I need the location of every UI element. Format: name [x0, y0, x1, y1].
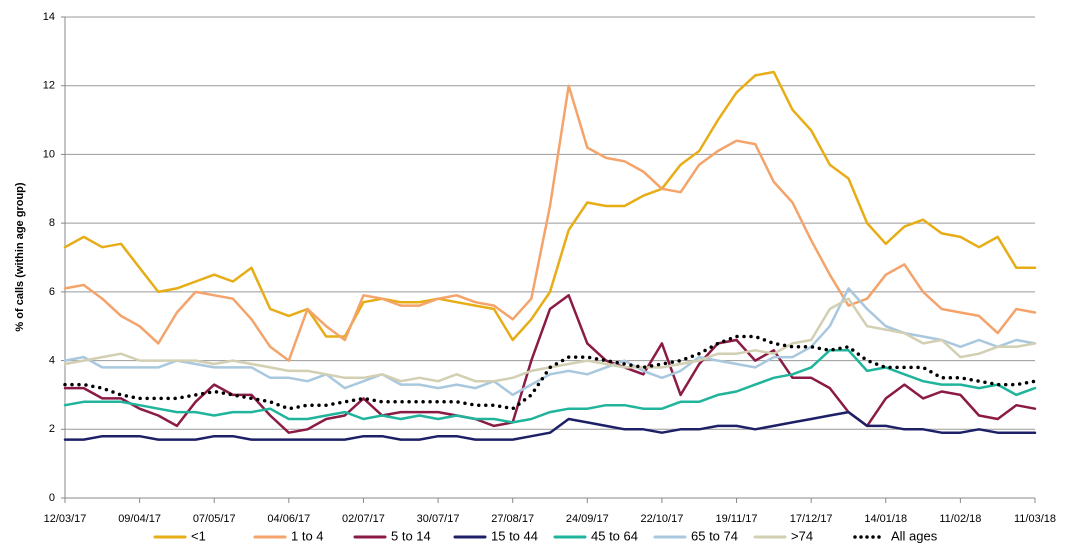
legend-label: 15 to 44 — [491, 528, 538, 543]
y-tick-label: 0 — [49, 492, 55, 504]
x-tick-label: 14/01/18 — [864, 513, 907, 525]
series-line — [63, 334, 1037, 411]
x-tick-label: 24/09/17 — [566, 513, 609, 525]
y-tick-label: 10 — [43, 148, 55, 160]
x-tick-label: 09/04/17 — [118, 513, 161, 525]
legend-label: 1 to 4 — [291, 528, 324, 543]
y-tick-label: 4 — [49, 354, 55, 366]
y-tick-label: 8 — [49, 217, 55, 229]
legend-label: 5 to 14 — [391, 528, 431, 543]
series-line — [63, 349, 1037, 424]
series-line — [63, 70, 1037, 342]
x-tick-label: 19/11/17 — [716, 513, 758, 525]
x-tick-label: 11/03/18 — [1014, 513, 1056, 525]
legend-label: All ages — [891, 528, 938, 543]
x-tick-label: 17/12/17 — [790, 513, 833, 525]
series-line — [63, 84, 1037, 362]
x-tick-label: 12/03/17 — [44, 513, 87, 525]
legend-label: 65 to 74 — [691, 528, 738, 543]
x-tick-label: 02/07/17 — [342, 513, 385, 525]
series-line — [63, 410, 1037, 441]
series-line — [63, 294, 1037, 434]
legend-label: >74 — [791, 528, 813, 543]
y-tick-label: 6 — [49, 286, 55, 298]
y-tick-label: 2 — [49, 423, 55, 435]
x-tick-label: 22/10/17 — [641, 513, 684, 525]
x-tick-label: 04/06/17 — [267, 513, 310, 525]
series-line — [63, 287, 1037, 397]
legend-label: 45 to 64 — [591, 528, 638, 543]
x-tick-label: 27/08/17 — [491, 513, 534, 525]
x-tick-label: 11/02/18 — [939, 513, 981, 525]
legend-label: <1 — [191, 528, 206, 543]
x-tick-label: 30/07/17 — [417, 513, 460, 525]
x-tick-label: 07/05/17 — [193, 513, 236, 525]
y-axis-label: % of calls (within age group) — [14, 182, 26, 331]
y-tick-label: 14 — [43, 11, 55, 23]
y-tick-label: 12 — [43, 80, 55, 92]
